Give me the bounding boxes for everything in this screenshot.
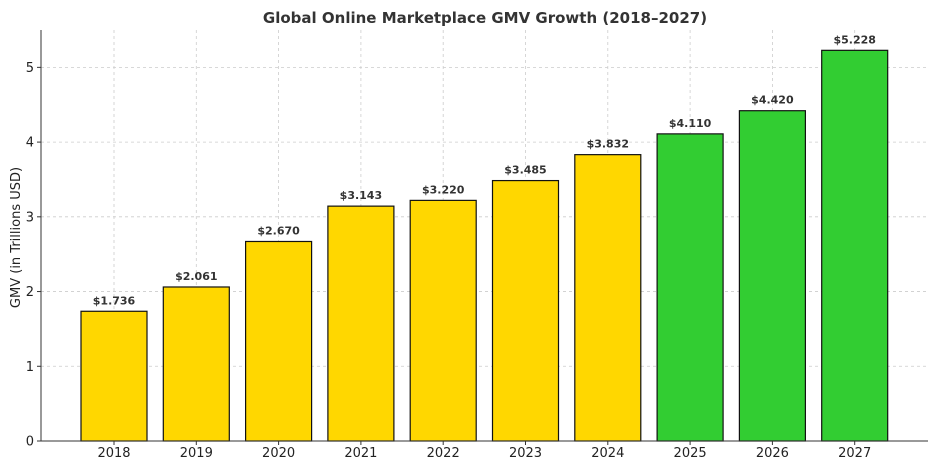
bar-2020 [245,240,313,442]
data-label-2021: $3.143 [340,189,382,202]
x-tick-label-2018: 2018 [97,446,130,461]
x-tick-label-2022: 2022 [427,446,460,461]
y-tick-label: 3 [26,210,34,225]
y-tick-label: 2 [26,285,34,300]
data-label-2018: $1.736 [93,294,136,307]
data-label-2026: $4.420 [751,94,794,107]
y-tick-label: 4 [26,136,34,151]
bar-2022 [409,199,477,442]
data-label-2023: $3.485 [504,164,546,177]
x-tick-label-2019: 2019 [180,446,213,461]
bars [80,49,889,442]
x-tick-label-2026: 2026 [756,446,789,461]
bar-2027 [821,49,889,442]
x-tick-label-2027: 2027 [838,446,871,461]
x-tick-label-2024: 2024 [591,446,624,461]
x-tick-label-2020: 2020 [262,446,295,461]
data-label-2019: $2.061 [175,270,217,283]
y-tick-label: 5 [26,61,34,76]
data-label-2020: $2.670 [257,224,300,237]
y-tick-label: 0 [26,435,34,450]
bar-2024 [574,154,642,442]
data-label-2027: $5.228 [833,33,875,46]
y-tick-labels: 0 1 2 3 4 5 [26,61,41,450]
bar-2023 [491,179,560,442]
x-tick-labels: 2018 2019 2020 2021 2022 2023 2024 2025 2026 2027 [97,441,871,461]
bar-2019 [162,286,230,442]
x-tick-label-2025: 2025 [674,446,707,461]
bar-2021 [327,205,395,442]
data-label-2025: $4.110 [669,117,712,130]
y-axis-label: GMV (in Trillions USD) [9,167,24,308]
bar-2026 [738,110,807,442]
y-tick-label: 1 [26,360,34,375]
bar-2025 [656,133,724,442]
x-tick-label-2023: 2023 [509,446,542,461]
chart-title: Global Online Marketplace GMV Growth (20… [263,9,707,27]
x-tick-label-2021: 2021 [344,446,377,461]
data-label-2024: $3.832 [587,138,629,151]
bar-2018 [80,310,148,442]
data-label-2022: $3.220 [422,183,465,196]
data-labels: $1.736 $2.061 $2.670 $3.143 $3.220 $3.485 $3.8… [93,33,876,307]
